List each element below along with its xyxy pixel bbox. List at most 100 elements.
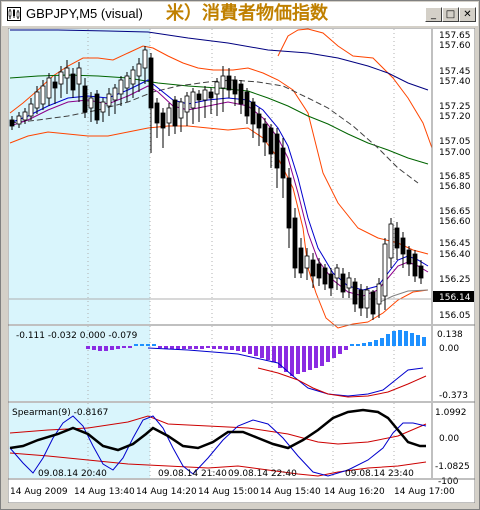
- histogram-bars: [86, 330, 426, 376]
- candle: [46, 73, 52, 106]
- time-label-top-2: 09.08.14 21:40: [158, 469, 227, 479]
- histogram-bar: [386, 334, 390, 346]
- candle: [100, 98, 106, 122]
- time-label-7: 14 Aug 17:00: [394, 487, 455, 497]
- histogram-bar: [362, 343, 366, 346]
- price-label: 157.25: [439, 102, 471, 112]
- histogram-bar: [368, 342, 372, 346]
- candle: [16, 112, 22, 128]
- candle: [196, 90, 202, 122]
- chart-app-icon: [7, 7, 21, 21]
- histogram-bar: [350, 344, 354, 346]
- histogram-bar: [332, 346, 336, 358]
- histogram-bar: [134, 344, 138, 346]
- price-label: 156.25: [439, 275, 471, 285]
- candle: [292, 208, 298, 278]
- candle: [34, 86, 40, 114]
- price-label: 157.00: [439, 148, 471, 158]
- restore-button[interactable]: □: [442, 7, 459, 22]
- candle: [370, 290, 376, 320]
- candle: [28, 98, 34, 120]
- spearman-header: Spearman(9) -0.8167: [12, 408, 108, 418]
- histogram-bar: [392, 331, 396, 346]
- histogram-bar: [122, 346, 126, 348]
- candle: [418, 260, 424, 284]
- histogram-bar: [356, 344, 360, 346]
- histogram-highlight-zone: [9, 326, 150, 401]
- spearman-panel[interactable]: Spearman(9) -0.8167 1.0992 0.00 -1.0825 …: [9, 403, 474, 487]
- price-label: 157.65: [439, 31, 471, 41]
- histogram-bar: [200, 346, 204, 349]
- upper-envelope-line: [277, 28, 433, 149]
- candle: [172, 96, 178, 134]
- candle: [412, 250, 418, 282]
- candle: [142, 46, 148, 84]
- histogram-bar: [266, 346, 270, 360]
- candle: [52, 76, 58, 104]
- time-label-top-1: 09.08.14 20:40: [38, 469, 107, 479]
- candle: [88, 92, 94, 122]
- window-title: GBPJPY,M5 (visual): [26, 6, 143, 21]
- candle: [274, 128, 280, 188]
- candle: [346, 272, 352, 298]
- candle: [328, 268, 334, 296]
- candle: [94, 90, 100, 124]
- histogram-bar: [404, 331, 408, 346]
- candle: [286, 168, 292, 248]
- time-label-1: 14 Aug 2009: [10, 487, 68, 497]
- histogram-bar: [206, 346, 210, 348]
- hist-scale-zero: 0.00: [439, 344, 459, 354]
- minimize-button[interactable]: _: [425, 7, 442, 22]
- time-label-5: 14 Aug 15:40: [260, 487, 321, 497]
- histogram-bar: [272, 346, 276, 362]
- histogram-bar: [344, 346, 348, 350]
- time-axis: 09.08.14 20:40 09.08.14 21:40 09.08.14 2…: [10, 469, 455, 497]
- title-bar[interactable]: GBPJPY,M5 (visual) 米）消費者物価指数 _ □ ✕: [2, 2, 478, 26]
- histogram-bar: [152, 344, 156, 346]
- histogram-bar: [338, 346, 342, 354]
- histogram-bar: [110, 346, 114, 350]
- candle: [250, 98, 256, 138]
- candle: [22, 108, 28, 124]
- candle: [334, 264, 340, 290]
- histogram-bar: [278, 346, 282, 368]
- candle: [226, 68, 232, 98]
- candle: [262, 118, 268, 156]
- histogram-bar: [374, 340, 378, 346]
- ma-green-line: [9, 74, 429, 165]
- histogram-bar: [302, 346, 306, 372]
- histogram-bar: [140, 344, 144, 346]
- candle: [154, 98, 160, 138]
- price-axis: [432, 29, 474, 324]
- price-label: 156.85: [439, 172, 471, 182]
- histogram-bar: [164, 346, 168, 349]
- candle: [40, 80, 46, 110]
- histogram-bar: [242, 346, 246, 352]
- price-label: 157.05: [439, 137, 471, 147]
- price-label: 157.45: [439, 67, 471, 77]
- price-label: 157.40: [439, 77, 471, 87]
- candle: [280, 138, 286, 198]
- price-label: 157.60: [439, 41, 471, 51]
- candle: [70, 68, 76, 98]
- close-button[interactable]: ✕: [459, 7, 476, 22]
- spearman-scale-bottom: -1.0825: [435, 462, 470, 472]
- upper-band-line: [9, 45, 429, 255]
- histogram-bar: [416, 335, 420, 346]
- price-label: 156.45: [439, 239, 471, 249]
- histogram-panel[interactable]: -0.111 -0.032 0.000 -0.079 0.138 0.00 -0…: [9, 326, 474, 401]
- candle: [190, 88, 196, 124]
- histogram-bar: [146, 344, 150, 346]
- candle: [214, 78, 220, 116]
- histogram-bar: [326, 346, 330, 362]
- candle: [244, 88, 250, 124]
- price-label: 156.40: [439, 250, 471, 260]
- time-label-top-3: 09.08.14 22:40: [228, 469, 297, 479]
- candle: [202, 86, 208, 118]
- candle: [304, 248, 310, 280]
- candle: [124, 72, 130, 102]
